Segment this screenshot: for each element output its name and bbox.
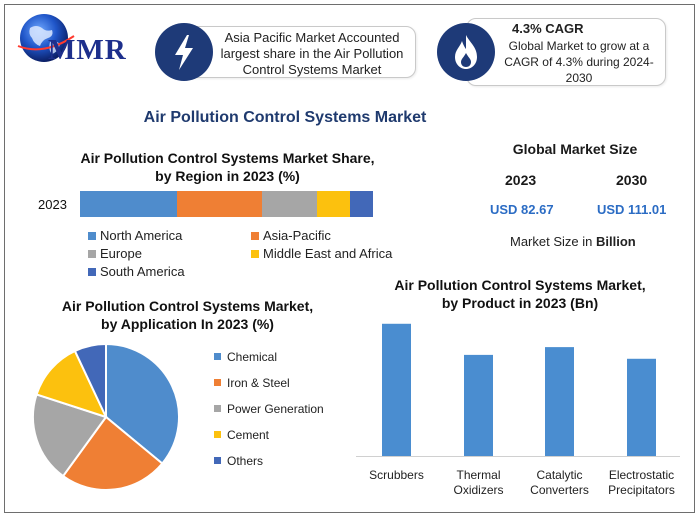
category-label-line2: Converters: [530, 483, 589, 497]
cagr-title: 4.3% CAGR: [512, 21, 584, 36]
pie-slice-cement: [35, 349, 108, 419]
region-bar-category-label: 2023: [38, 197, 67, 212]
application-pie-chart: [32, 342, 180, 491]
legend-label: Power Generation: [227, 402, 324, 416]
pie-slice-others: [73, 342, 107, 418]
market-size-title: Global Market Size: [512, 141, 638, 157]
region-legend-item-middle-east-and-africa: Middle East and Africa: [251, 246, 392, 261]
category-label-line2: Precipitators: [608, 483, 675, 497]
category-label-line1: Electrostatic: [608, 468, 675, 482]
product-category-label-electrostatic-precipitators: Electrostatic Precipitators: [597, 468, 687, 498]
market-size-unit-value: Billion: [595, 234, 636, 249]
infographic-frame: [4, 4, 695, 513]
product-category-label-scrubbers: Scrubbers: [352, 468, 442, 483]
legend-label: Others: [227, 454, 264, 468]
market-size-value-2030: USD 111.01: [597, 202, 667, 217]
product-chart-title: Air Pollution Control Systems Market, by…: [360, 276, 680, 312]
legend-swatch: [214, 379, 221, 387]
region-bar-segment-asia-pacific: [176, 191, 262, 217]
region-chart-title: Air Pollution Control Systems Market Sha…: [50, 149, 405, 185]
region-bar-segment-europe: [261, 191, 318, 217]
application-legend-item-chemical: Chemical: [214, 350, 277, 364]
legend-swatch: [251, 249, 259, 258]
market-size-unit-prefix: Market Size in: [510, 234, 596, 249]
flame-icon: [455, 35, 477, 69]
market-size-value-2023: USD 82.67: [490, 202, 554, 217]
application-chart-title-line1: Air Pollution Control Systems Market,: [61, 298, 314, 314]
region-bar-segment-south-america: [349, 191, 373, 217]
region-bar-segment-middle-east-and-africa: [317, 191, 350, 217]
legend-label: Middle East and Africa: [263, 246, 393, 261]
page-title: Air Pollution Control Systems Market: [143, 109, 427, 126]
product-category-label-thermal-oxidizers: Thermal Oxidizers: [434, 468, 524, 498]
category-label-line1: Scrubbers: [369, 468, 424, 482]
legend-label: Chemical: [227, 350, 278, 364]
legend-label: Asia-Pacific: [263, 228, 331, 243]
application-legend-item-others: Others: [214, 454, 263, 468]
product-category-label-catalytic-converters: Catalytic Converters: [515, 468, 605, 498]
legend-swatch: [88, 231, 96, 240]
legend-swatch: [214, 353, 221, 361]
region-stacked-bar: [80, 191, 373, 217]
highlight-text-asia-pacific: Asia Pacific Market Accounted largest sh…: [220, 30, 404, 77]
region-legend-item-south-america: South America: [88, 264, 185, 279]
application-legend-item-power-generation: Power Generation: [214, 402, 324, 416]
product-chart-title-line1: Air Pollution Control Systems Market,: [394, 277, 646, 293]
category-label-line1: Catalytic: [536, 468, 583, 482]
legend-swatch: [214, 431, 221, 439]
legend-label: North America: [100, 228, 183, 243]
legend-swatch: [88, 267, 96, 276]
logo-text: MMR: [48, 34, 127, 66]
legend-swatch: [251, 231, 259, 240]
globe-icon: [17, 14, 75, 62]
mmr-logo: MMR: [14, 12, 144, 68]
cagr-text: Global Market to grow at a CAGR of 4.3% …: [504, 39, 654, 85]
legend-label: Europe: [100, 246, 142, 261]
pie-slice-power-generation: [32, 393, 108, 478]
region-chart-title-line1: Air Pollution Control Systems Market Sha…: [80, 150, 375, 166]
application-legend-item-iron-steel: Iron & Steel: [214, 376, 290, 390]
application-chart-title-line2: by Application In 2023 (%): [101, 316, 274, 332]
category-label-line2: Oxidizers: [453, 483, 504, 497]
region-legend-item-north-america: North America: [88, 228, 182, 243]
region-bar-segment-north-america: [80, 191, 177, 217]
legend-label: Cement: [227, 428, 270, 442]
market-size-year-2030: 2030: [616, 172, 648, 188]
highlight-card-cagr: [466, 18, 666, 86]
region-legend-item-europe: Europe: [88, 246, 142, 261]
legend-swatch: [88, 249, 96, 258]
application-legend-item-cement: Cement: [214, 428, 269, 442]
market-size-unit: Market Size in Billion: [510, 234, 636, 249]
region-chart-title-line2: by Region in 2023 (%): [155, 168, 300, 184]
legend-swatch: [214, 405, 221, 413]
lightning-icon: [175, 35, 193, 70]
market-size-year-2023: 2023: [505, 172, 537, 188]
region-legend-item-asia-pacific: Asia-Pacific: [251, 228, 331, 243]
legend-label: South America: [100, 264, 185, 279]
product-chart-title-line2: by Product in 2023 (Bn): [441, 295, 599, 311]
highlight-icon-badge-1: [155, 23, 213, 81]
application-chart-title: Air Pollution Control Systems Market, by…: [20, 297, 355, 333]
highlight-card-asia-pacific: [184, 26, 416, 78]
pie-slice-iron-steel: [61, 415, 164, 491]
category-label-line1: Thermal: [456, 468, 501, 482]
pie-slice-chemical: [105, 342, 180, 465]
highlight-icon-badge-2: [437, 23, 495, 81]
legend-label: Iron & Steel: [227, 376, 290, 390]
legend-swatch: [214, 457, 221, 465]
